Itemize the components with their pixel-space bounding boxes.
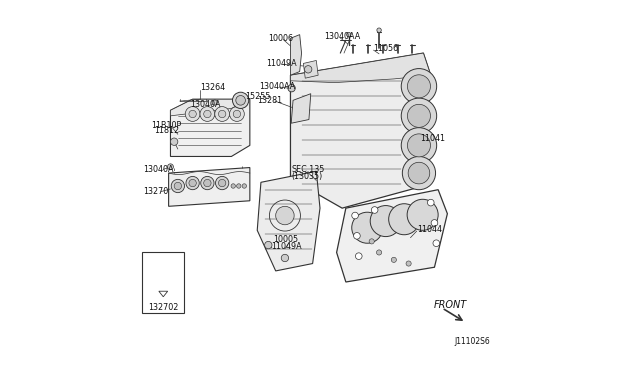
- Circle shape: [428, 199, 434, 206]
- Text: 10005: 10005: [273, 235, 298, 244]
- Circle shape: [408, 104, 431, 127]
- Text: 13040AA: 13040AA: [324, 32, 360, 41]
- Text: 13281: 13281: [257, 96, 282, 105]
- Circle shape: [377, 28, 381, 32]
- Text: 132702: 132702: [148, 302, 179, 312]
- Bar: [142, 253, 184, 313]
- Circle shape: [305, 65, 312, 73]
- Text: (13035): (13035): [291, 171, 323, 180]
- Circle shape: [401, 68, 436, 104]
- Circle shape: [391, 257, 396, 262]
- Circle shape: [406, 261, 411, 266]
- Polygon shape: [291, 35, 301, 75]
- Text: 11B10P: 11B10P: [151, 121, 181, 129]
- Circle shape: [232, 92, 249, 109]
- Circle shape: [355, 253, 362, 260]
- Text: 11041: 11041: [420, 134, 445, 142]
- Circle shape: [370, 206, 401, 237]
- Circle shape: [433, 240, 440, 247]
- Text: 11049A: 11049A: [266, 59, 297, 68]
- Circle shape: [230, 107, 244, 121]
- Circle shape: [204, 110, 211, 118]
- Text: FRONT: FRONT: [434, 300, 467, 310]
- Circle shape: [276, 206, 294, 225]
- Circle shape: [431, 219, 438, 226]
- Circle shape: [172, 179, 184, 193]
- Circle shape: [401, 128, 436, 163]
- Text: 15255: 15255: [245, 92, 271, 101]
- Circle shape: [401, 98, 436, 134]
- Circle shape: [242, 184, 246, 188]
- Circle shape: [403, 157, 436, 190]
- Text: J11102S6: J11102S6: [455, 337, 490, 346]
- Text: 10006: 10006: [268, 34, 293, 43]
- Circle shape: [371, 207, 378, 213]
- Circle shape: [215, 107, 230, 121]
- Circle shape: [288, 84, 295, 92]
- Circle shape: [231, 184, 236, 188]
- Circle shape: [353, 232, 360, 239]
- Text: SEC.135: SEC.135: [291, 165, 324, 174]
- Polygon shape: [257, 171, 320, 271]
- Circle shape: [218, 179, 226, 187]
- Polygon shape: [170, 99, 250, 116]
- Circle shape: [352, 212, 383, 243]
- Circle shape: [376, 250, 381, 255]
- Circle shape: [200, 107, 215, 121]
- Polygon shape: [170, 99, 250, 157]
- Circle shape: [264, 241, 272, 249]
- Circle shape: [189, 110, 196, 118]
- Circle shape: [189, 179, 196, 187]
- Circle shape: [170, 138, 178, 145]
- Text: 13264: 13264: [200, 83, 225, 92]
- Polygon shape: [337, 190, 447, 282]
- Circle shape: [204, 179, 211, 187]
- Circle shape: [216, 176, 229, 190]
- Circle shape: [201, 176, 214, 190]
- Circle shape: [352, 212, 358, 219]
- Circle shape: [174, 182, 182, 190]
- Text: 13270: 13270: [143, 187, 168, 196]
- Polygon shape: [168, 167, 250, 206]
- Text: 13040A: 13040A: [190, 100, 221, 109]
- Circle shape: [369, 239, 374, 244]
- Circle shape: [408, 134, 431, 157]
- Text: 13040AA: 13040AA: [259, 82, 295, 91]
- Circle shape: [218, 110, 226, 118]
- Text: 11056: 11056: [374, 44, 399, 53]
- Circle shape: [233, 110, 241, 118]
- Text: 11049A: 11049A: [271, 242, 302, 251]
- Polygon shape: [303, 61, 318, 78]
- Polygon shape: [291, 94, 311, 123]
- Circle shape: [186, 176, 199, 190]
- Circle shape: [237, 184, 241, 188]
- Text: 11812: 11812: [155, 126, 180, 135]
- Circle shape: [168, 164, 173, 170]
- Circle shape: [347, 32, 351, 37]
- Circle shape: [408, 162, 429, 184]
- Circle shape: [185, 107, 200, 121]
- Circle shape: [407, 199, 438, 230]
- Circle shape: [408, 75, 431, 98]
- Circle shape: [281, 254, 289, 262]
- Text: 13040A: 13040A: [143, 165, 173, 174]
- Text: 11044: 11044: [417, 225, 442, 234]
- Polygon shape: [291, 53, 431, 83]
- Circle shape: [388, 204, 420, 235]
- Circle shape: [236, 96, 245, 105]
- Polygon shape: [291, 53, 431, 208]
- Circle shape: [212, 100, 218, 105]
